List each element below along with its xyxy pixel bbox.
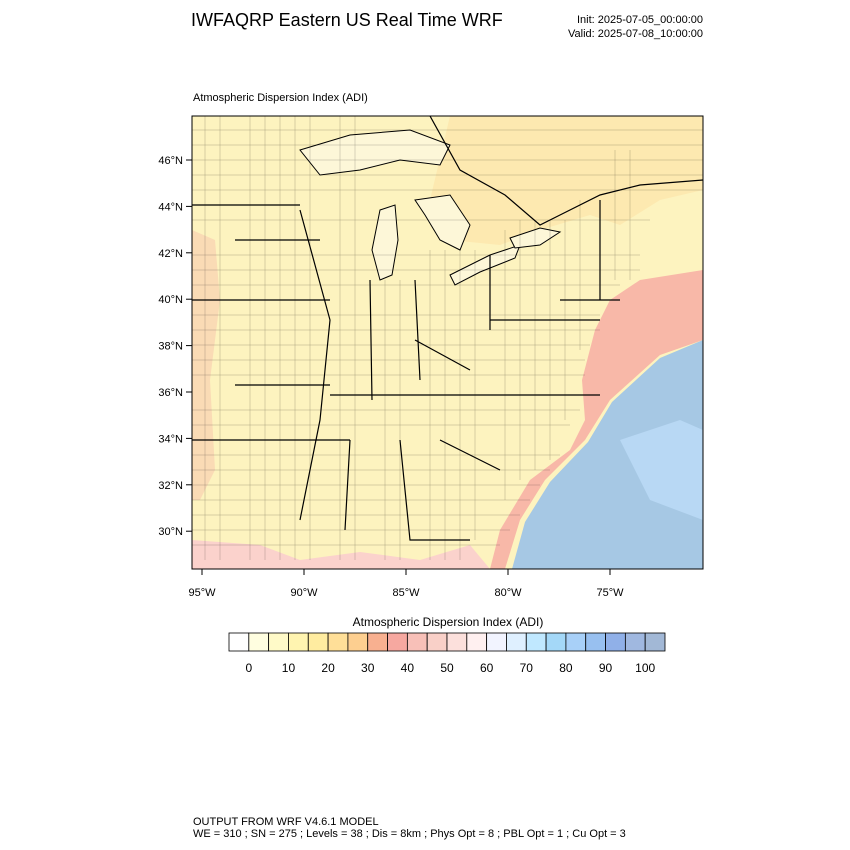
colorbar-box (248, 632, 270, 652)
lat-labels: 46°N 44°N 42°N 40°N 38°N 36°N 34°N 32°N 30°N (158, 155, 192, 538)
valid-time: Valid: 2025-07-08_10:00:00 (568, 28, 703, 40)
colorbar-box (545, 632, 567, 652)
atlantic (512, 340, 703, 569)
colorbar-box (307, 632, 329, 652)
lat-label: 32°N (158, 480, 183, 492)
colorbar-box (644, 632, 666, 652)
colorbar-box (288, 632, 309, 652)
colorbar-title: Atmospheric Dispersion Index (ADI) (353, 615, 544, 629)
lat-label: 46°N (158, 155, 183, 167)
colorbar-box (426, 632, 448, 652)
colorbar-box (624, 632, 646, 652)
colorbar-box (605, 632, 626, 652)
lake-michigan (371, 204, 399, 281)
gulf (192, 540, 490, 569)
lon-label: 90°W (290, 587, 318, 599)
colorbar-label: 50 (440, 661, 454, 675)
lat-label: 42°N (158, 248, 183, 260)
colorbar-box (506, 632, 527, 652)
colorbar-box (565, 632, 587, 652)
lat-label: 36°N (158, 387, 183, 399)
map-frame (191, 115, 704, 570)
colorbar-label: 40 (401, 661, 415, 675)
footer-line1: OUTPUT FROM WRF V4.6.1 MODEL (193, 816, 379, 828)
colorbar-box (347, 632, 369, 652)
high-adi-west (192, 230, 220, 500)
lon-label: 95°W (188, 587, 216, 599)
colorbar-box (406, 632, 428, 652)
colorbar-box (367, 632, 388, 652)
map-subtitle: Atmospheric Dispersion Index (ADI) (193, 92, 368, 104)
coastal-band (490, 270, 703, 569)
lat-label: 40°N (158, 294, 183, 306)
colorbar: 0 10 20 30 40 50 60 70 80 90 100 (228, 632, 666, 675)
lat-label: 30°N (158, 526, 183, 538)
title: IWFAQRP Eastern US Real Time WRF (191, 10, 503, 30)
canada (430, 116, 703, 245)
lat-label: 38°N (158, 341, 183, 353)
colorbar-label: 30 (361, 661, 375, 675)
colorbar-box (268, 632, 289, 652)
colorbar-label: 80 (559, 661, 573, 675)
colorbar-box (387, 632, 408, 652)
lat-label: 34°N (158, 433, 183, 445)
colorbar-box (446, 632, 468, 652)
county-borders (192, 116, 703, 560)
atlantic-light (620, 420, 703, 520)
lake-superior (299, 129, 451, 176)
footer-line2: WE = 310 ; SN = 275 ; Levels = 38 ; Dis … (193, 828, 626, 840)
init-time: Init: 2025-07-05_00:00:00 (577, 14, 703, 26)
colorbar-box (228, 632, 250, 652)
lon-label: 80°W (494, 587, 522, 599)
colorbar-label: 20 (321, 661, 335, 675)
canada-border (429, 116, 703, 226)
colorbar-box (327, 632, 349, 652)
colorbar-label: 90 (599, 661, 613, 675)
colorbar-box (585, 632, 606, 652)
colorbar-label: 60 (480, 661, 494, 675)
colorbar-box (466, 632, 488, 652)
colorbar-label: 70 (520, 661, 534, 675)
map: 46°N 44°N 42°N 40°N 38°N 36°N 34°N 32°N 30°N 95°… (158, 115, 704, 599)
colorbar-label: 100 (635, 661, 655, 675)
lat-label: 44°N (158, 201, 183, 213)
lon-labels: 95°W 90°W 85°W 80°W 75°W (188, 569, 624, 599)
colorbar-label: 0 (245, 661, 252, 675)
colorbar-box (525, 632, 547, 652)
lon-label: 85°W (392, 587, 420, 599)
colorbar-box (486, 632, 507, 652)
colorbar-label: 10 (282, 661, 296, 675)
lon-label: 75°W (596, 587, 624, 599)
